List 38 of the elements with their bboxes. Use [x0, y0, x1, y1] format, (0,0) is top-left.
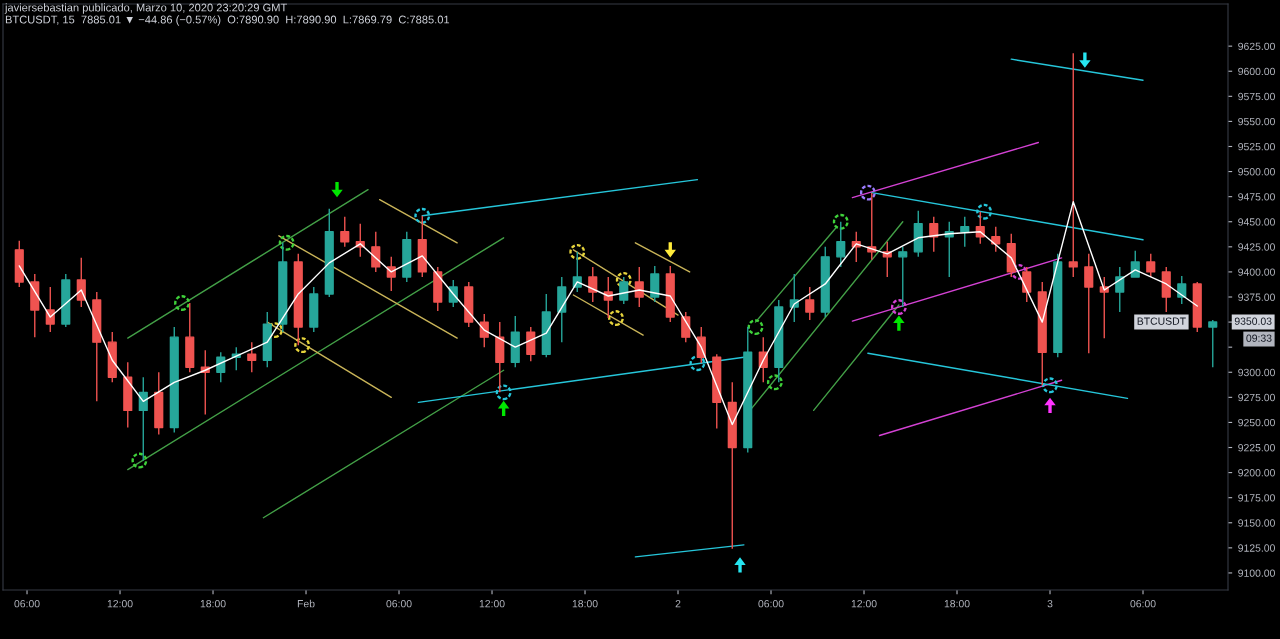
chart-title: javiersebastian publicado, Marzo 10, 2020 23:20:29 GMT	[4, 3, 288, 14]
y-tick-label: 9225.00	[1238, 444, 1275, 452]
x-tick-label: 2	[675, 600, 681, 608]
x-tick-label: 18:00	[944, 600, 970, 608]
x-tick-label: 3	[1047, 600, 1053, 608]
y-tick-label: 9575.00	[1238, 92, 1275, 101]
x-tick-label: 12:00	[107, 600, 133, 608]
y-tick-label: 9125.00	[1238, 544, 1275, 552]
x-tick-label: 06:00	[386, 600, 412, 608]
x-tick-label: 18:00	[572, 600, 598, 608]
y-tick-label: 9625.00	[1238, 42, 1275, 51]
y-tick-label: 9450.00	[1238, 218, 1275, 226]
y-tick-label: 9250.00	[1238, 418, 1275, 427]
y-tick-label: 9100.00	[1238, 569, 1275, 577]
text: 9350.03	[1234, 317, 1272, 325]
y-tick-label: 9300.00	[1238, 368, 1275, 377]
y-tick-label: 9475.00	[1238, 193, 1275, 201]
x-tick-label: 06:00	[758, 600, 784, 608]
y-tick-label: 9275.00	[1238, 393, 1275, 402]
annotation: BTCUSDT	[1137, 317, 1186, 325]
x-tick-label: 12:00	[851, 600, 877, 608]
y-tick-label: 9175.00	[1238, 494, 1275, 502]
y-tick-label: 9400.00	[1238, 268, 1275, 276]
x-tick-label: 06:00	[1130, 600, 1156, 608]
y-tick-label: 9150.00	[1238, 519, 1275, 527]
y-tick-label: 9425.00	[1238, 243, 1275, 251]
text: BTCUSDT, 15 7885.01 ▼ −44.86 (−0.57%) O:7890.90 H:7890.90 L:7869.79 C:7885.01	[5, 15, 450, 26]
x-tick-label: 12:00	[479, 600, 505, 608]
y-tick-label: 9550.00	[1238, 117, 1275, 126]
y-tick-label: 9375.00	[1238, 293, 1275, 301]
text: 09:33	[1246, 334, 1272, 342]
x-tick-label: 06:00	[14, 600, 40, 608]
y-tick-label: 9500.00	[1238, 168, 1275, 176]
x-tick-label: 18:00	[200, 600, 226, 608]
y-tick-label: 9525.00	[1238, 142, 1275, 151]
y-tick-label: 9200.00	[1238, 469, 1275, 477]
x-tick-label: Feb	[297, 599, 315, 608]
y-tick-label: 9600.00	[1238, 67, 1275, 76]
